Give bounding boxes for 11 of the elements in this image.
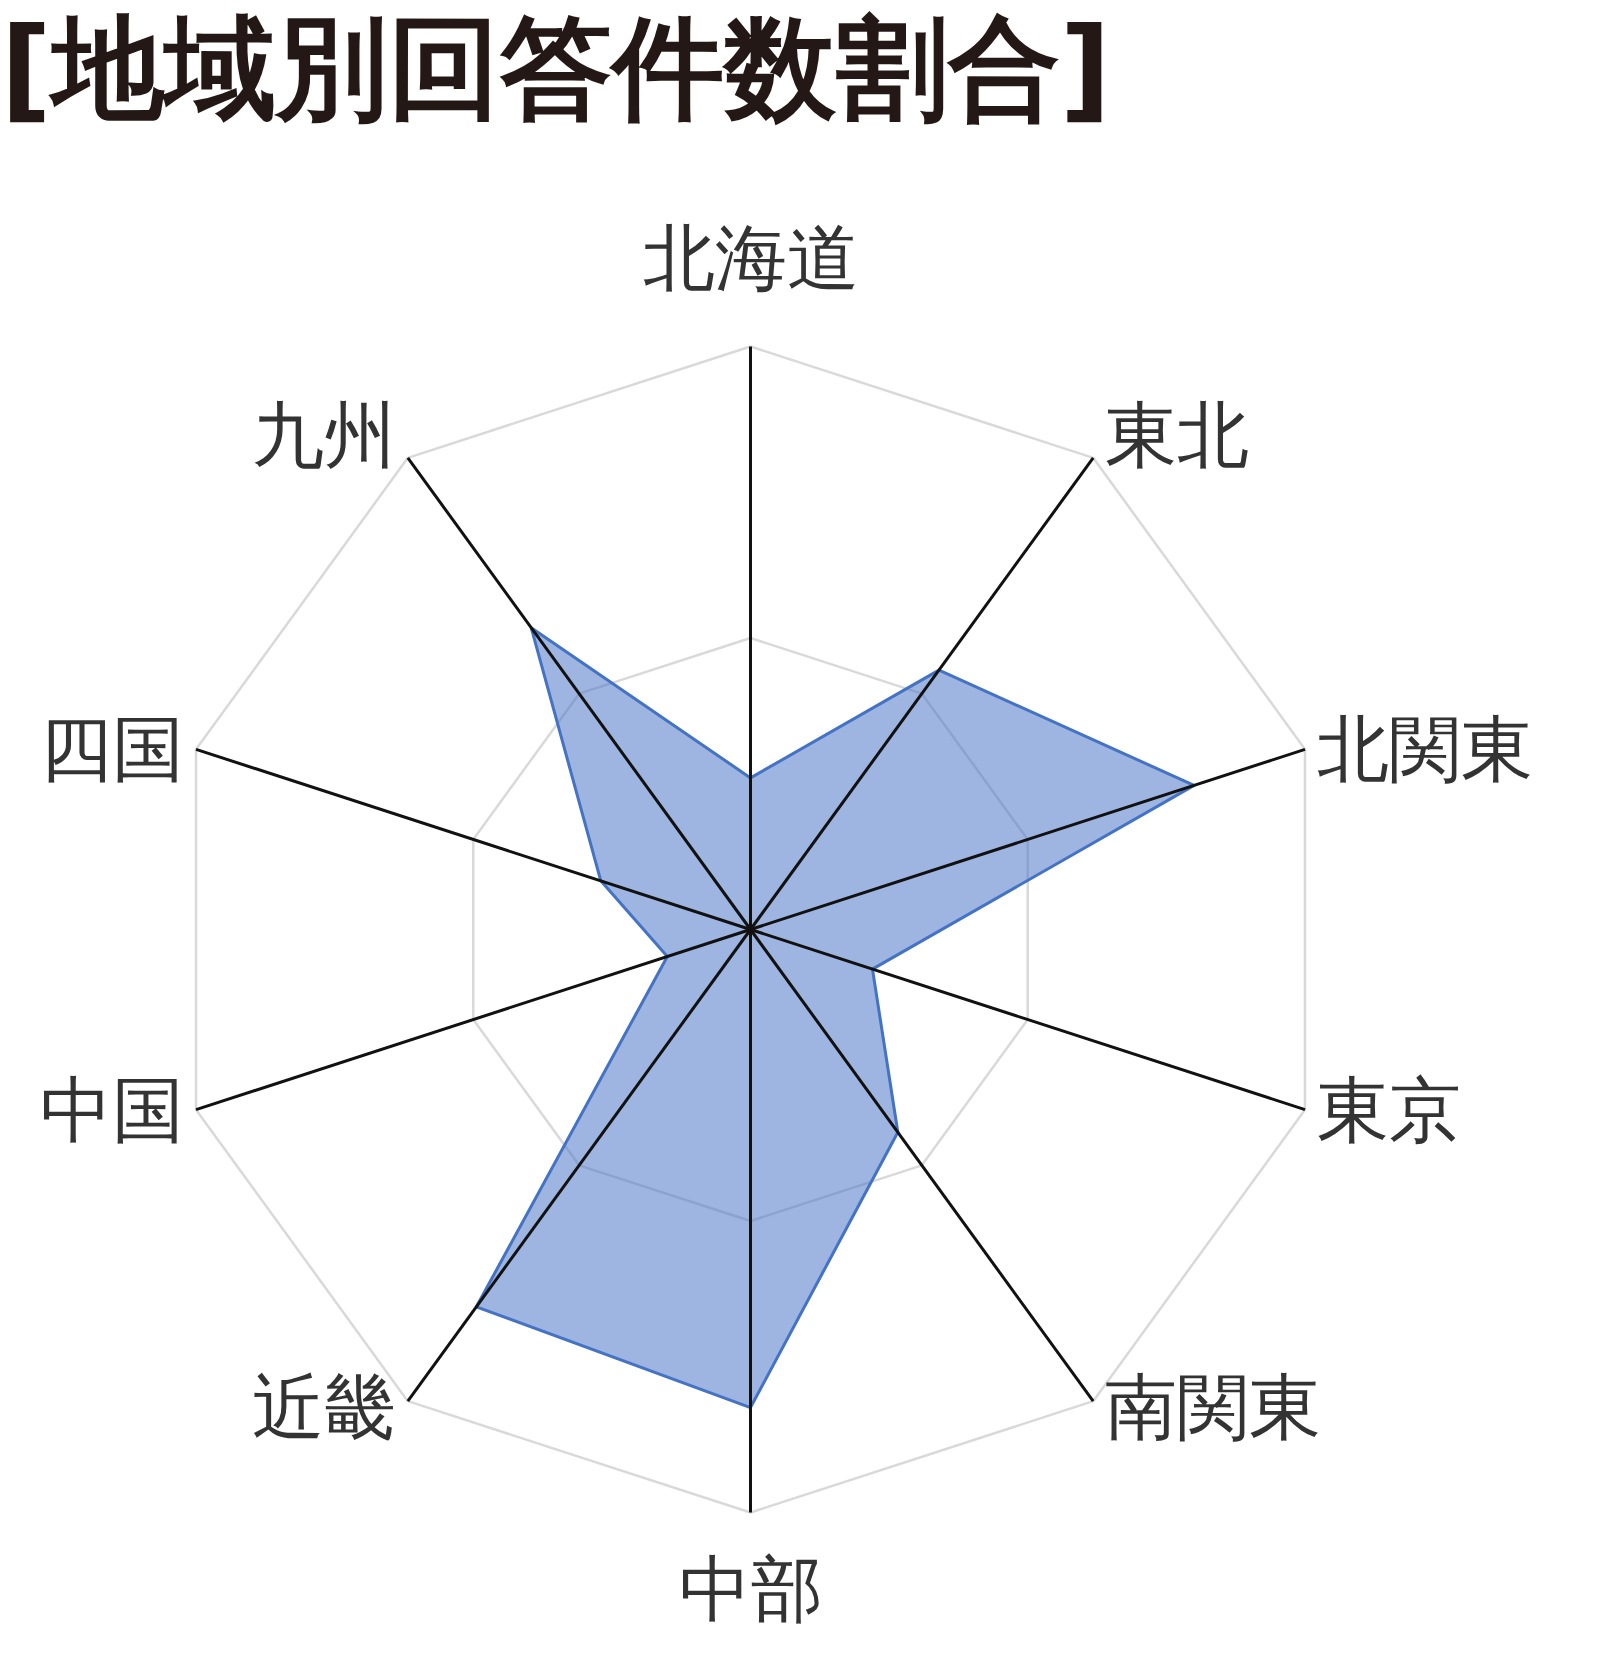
spoke-label: 九州 bbox=[252, 392, 397, 477]
chart-title: [地域別回答件数割合] bbox=[0, 3, 1111, 134]
spoke-label: 近畿 bbox=[252, 1364, 397, 1449]
spoke-label: 北海道 bbox=[642, 215, 859, 300]
spoke-label: 中国 bbox=[40, 1067, 185, 1152]
spoke-label: 南関東 bbox=[1104, 1364, 1321, 1449]
spoke-label: 中部 bbox=[678, 1547, 823, 1632]
spoke-label: 東京 bbox=[1316, 1067, 1461, 1152]
spoke-label: 四国 bbox=[40, 707, 185, 792]
spoke-label: 東北 bbox=[1104, 392, 1249, 477]
spoke-label: 北関東 bbox=[1316, 707, 1533, 792]
